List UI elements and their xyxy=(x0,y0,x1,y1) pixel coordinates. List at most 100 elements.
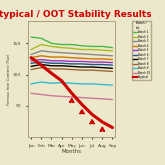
Atypical xyxy=(81,103,83,105)
Batch 3 xyxy=(50,51,52,53)
Batch 4 xyxy=(112,59,114,61)
Batch 5 xyxy=(71,60,73,62)
Batch 2 xyxy=(81,49,83,50)
Batch 8 xyxy=(91,69,93,71)
Batch 5 xyxy=(91,61,93,63)
Batch 8 xyxy=(112,70,114,72)
Title: Atypical / OOT Stability Results: Atypical / OOT Stability Results xyxy=(0,10,152,19)
Line: Atypical: Atypical xyxy=(31,58,113,128)
Batch 8 xyxy=(30,68,32,70)
Batch 9 xyxy=(91,83,93,85)
Batch 4 xyxy=(61,56,63,58)
Batch 4 xyxy=(40,55,42,57)
Batch 7 xyxy=(91,66,93,68)
Batch 6 xyxy=(81,63,83,65)
Batch 5 xyxy=(101,61,103,63)
Batch 9 xyxy=(81,83,83,85)
Batch 4 xyxy=(71,57,73,59)
Atypical xyxy=(91,114,93,116)
Batch 6 xyxy=(61,62,63,64)
Batch 3 xyxy=(71,52,73,54)
Line: Batch 1: Batch 1 xyxy=(31,37,113,48)
Batch 2 xyxy=(40,44,42,46)
Batch 5 xyxy=(112,62,114,64)
Batch 4 xyxy=(50,56,52,58)
Batch 10 xyxy=(30,92,32,94)
Atypical xyxy=(61,80,63,82)
Batch 10 xyxy=(71,96,73,98)
Batch 1 xyxy=(101,45,103,47)
Batch 7 xyxy=(101,67,103,69)
Batch 9 xyxy=(71,82,73,84)
Batch 3 xyxy=(30,54,32,56)
Batch 7 xyxy=(81,66,83,68)
Batch 8 xyxy=(81,69,83,71)
Batch 4 xyxy=(101,58,103,60)
Batch 3 xyxy=(61,52,63,54)
Batch 4 xyxy=(81,57,83,59)
Batch 8 xyxy=(101,70,103,72)
Batch 2 xyxy=(50,45,52,47)
Batch 6 xyxy=(30,62,32,64)
Batch 1 xyxy=(61,44,63,46)
Batch 5 xyxy=(81,60,83,62)
Batch 9 xyxy=(101,83,103,85)
Line: Batch 6: Batch 6 xyxy=(31,62,113,65)
Batch 8 xyxy=(50,68,52,70)
Batch 6 xyxy=(40,61,42,63)
Batch 1 xyxy=(40,37,42,39)
Batch 10 xyxy=(81,97,83,99)
Batch 7 xyxy=(71,65,73,67)
Batch 9 xyxy=(40,81,42,83)
Batch 6 xyxy=(50,62,52,64)
Batch 6 xyxy=(101,64,103,66)
Batch 9 xyxy=(112,84,114,86)
Line: Batch 10: Batch 10 xyxy=(31,93,113,99)
Batch 2 xyxy=(61,47,63,49)
Batch 6 xyxy=(91,64,93,66)
Batch 2 xyxy=(101,49,103,51)
Batch 1 xyxy=(112,47,114,49)
Batch 1 xyxy=(30,36,32,38)
Batch 10 xyxy=(61,95,63,97)
Atypical xyxy=(71,92,73,94)
Atypical xyxy=(40,64,42,66)
Batch 7 xyxy=(112,67,114,69)
Batch 5 xyxy=(40,59,42,61)
Batch 5 xyxy=(61,60,63,62)
Batch 7 xyxy=(30,65,32,67)
Batch 5 xyxy=(50,60,52,62)
Batch 10 xyxy=(112,99,114,100)
Batch 10 xyxy=(101,98,103,100)
Line: Batch 2: Batch 2 xyxy=(31,45,113,51)
Atypical xyxy=(50,72,52,74)
Batch 2 xyxy=(112,50,114,52)
Y-axis label: Ferrous Iron Content (%w): Ferrous Iron Content (%w) xyxy=(7,54,11,105)
Batch 5 xyxy=(30,60,32,62)
Atypical xyxy=(101,121,103,123)
Batch 7 xyxy=(50,65,52,67)
Batch 2 xyxy=(91,49,93,50)
Batch 9 xyxy=(50,82,52,84)
Batch 6 xyxy=(71,63,73,65)
Batch 4 xyxy=(91,58,93,60)
Batch 1 xyxy=(50,42,52,44)
Batch 2 xyxy=(71,47,73,49)
Batch 3 xyxy=(112,55,114,57)
Batch 8 xyxy=(71,68,73,70)
Batch 2 xyxy=(30,49,32,50)
Line: Batch 9: Batch 9 xyxy=(31,82,113,85)
Batch 10 xyxy=(40,94,42,96)
Batch 6 xyxy=(112,64,114,66)
Batch 4 xyxy=(30,57,32,59)
Batch 8 xyxy=(40,67,42,69)
Batch 1 xyxy=(81,45,83,47)
Batch 1 xyxy=(71,44,73,46)
Batch 3 xyxy=(40,50,42,52)
Batch 9 xyxy=(30,83,32,85)
Line: Batch 5: Batch 5 xyxy=(31,60,113,63)
Batch 7 xyxy=(61,65,63,67)
Batch 3 xyxy=(81,53,83,55)
Line: Batch 8: Batch 8 xyxy=(31,68,113,71)
Batch 1 xyxy=(91,45,93,47)
